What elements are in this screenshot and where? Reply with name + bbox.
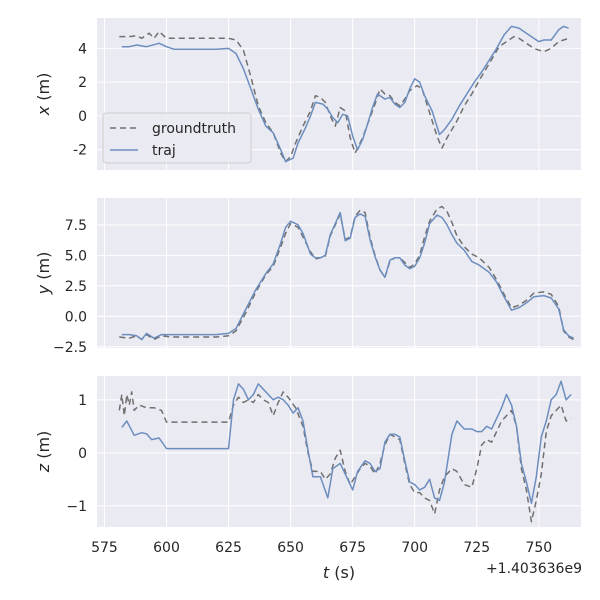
y-axis-label-y: y (m) (34, 252, 53, 296)
y-tick-x-3: 4 (78, 41, 87, 57)
series-line-groundtruth-y (119, 205, 574, 341)
series-group-x (119, 25, 569, 163)
panel-x: -2 0 2 4 x (m) groundtruth traj (34, 18, 581, 170)
y-tick-y-0: −2.5 (53, 340, 87, 356)
legend-frame (102, 112, 252, 164)
panel-z: −1 0 1 z (m) 575 600 625 650 675 700 725 750 (34, 376, 581, 556)
x-tick-675: 675 (339, 540, 366, 556)
y-axis-label-x: x (m) (34, 73, 53, 117)
y-tick-z-1: 0 (78, 446, 87, 462)
series-line-groundtruth-x (119, 30, 569, 163)
x-axis-label: t (s) (323, 563, 355, 582)
x-offset-label: +1.403636e9 (486, 561, 582, 577)
y-tick-y-1: 0.0 (65, 309, 87, 325)
series-group-z (118, 380, 572, 523)
plot-area-y (97, 198, 581, 348)
x-tick-625: 625 (215, 540, 242, 556)
x-axis-var: t (323, 563, 330, 582)
y-tick-y-2: 2.5 (65, 279, 87, 295)
y-tick-x-1: 0 (78, 109, 87, 125)
x-tick-750: 750 (525, 540, 552, 556)
y-axis-label-z: z (m) (34, 431, 53, 474)
x-tick-650: 650 (277, 540, 304, 556)
y-axis-unit-y: (m) (34, 252, 53, 285)
series-group-y (119, 205, 574, 341)
y-axis-unit-x: (m) (34, 73, 53, 106)
legend: groundtruth traj (102, 112, 252, 164)
y-tick-y-4: 7.5 (65, 218, 87, 234)
x-tick-725: 725 (463, 540, 490, 556)
x-tick-700: 700 (401, 540, 428, 556)
series-line-traj-z (121, 380, 572, 504)
x-axis-unit: (s) (329, 563, 355, 582)
x-tick-600: 600 (153, 540, 180, 556)
plot-area-z (97, 376, 581, 527)
x-tick-575: 575 (91, 540, 118, 556)
y-tick-z-0: −1 (66, 499, 87, 515)
legend-label-traj: traj (152, 143, 176, 159)
y-axis-var-x: x (34, 105, 53, 116)
y-axis-unit-z: (m) (34, 431, 53, 464)
y-axis-var-y: y (34, 284, 53, 295)
panel-y: −2.5 0.0 2.5 5.0 7.5 y (m) (34, 198, 581, 356)
panels-group: -2 0 2 4 x (m) groundtruth traj −2.5 0.0 2.5 5.0 7.… (34, 18, 581, 556)
y-tick-z-2: 1 (78, 393, 87, 409)
y-tick-x-0: -2 (73, 143, 87, 159)
series-line-traj-x (121, 25, 569, 163)
y-tick-x-2: 2 (78, 75, 87, 91)
y-axis-var-z: z (34, 463, 53, 473)
y-tick-y-3: 5.0 (65, 248, 87, 264)
legend-label-groundtruth: groundtruth (152, 121, 236, 137)
series-line-traj-y (121, 211, 574, 341)
series-line-groundtruth-z (118, 391, 572, 523)
